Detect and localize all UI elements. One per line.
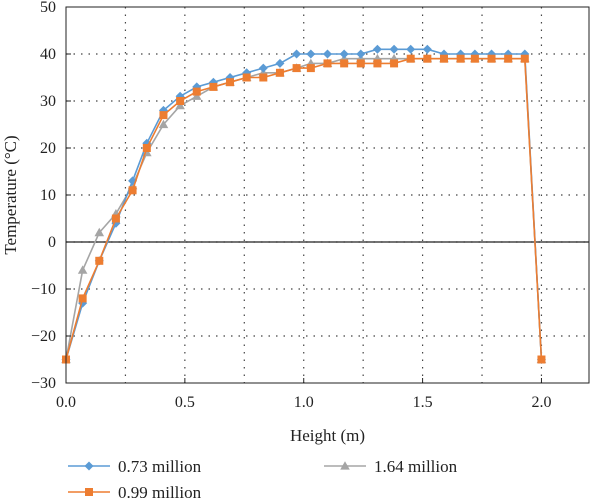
legend-item: 0.99 million bbox=[68, 483, 202, 501]
series-marker-square bbox=[292, 64, 301, 73]
series-marker-triangle bbox=[158, 119, 169, 129]
series-marker-diamond bbox=[275, 58, 285, 68]
series-marker-square bbox=[85, 488, 93, 496]
series-marker-square bbox=[537, 355, 546, 364]
y-tick-label: −20 bbox=[31, 328, 56, 345]
x-axis-title: Height (m) bbox=[290, 426, 365, 445]
series-marker-square bbox=[142, 144, 151, 152]
x-tick-label: 0.5 bbox=[175, 394, 195, 411]
series-layer bbox=[61, 44, 547, 364]
series-marker-diamond bbox=[323, 49, 332, 59]
series-marker-square bbox=[423, 54, 432, 63]
series-line bbox=[65, 57, 543, 360]
y-tick-label: 50 bbox=[40, 0, 56, 16]
series-line bbox=[65, 57, 543, 360]
series-marker-diamond bbox=[422, 44, 432, 54]
y-axis-title: Temperature (°C) bbox=[1, 135, 20, 254]
legend-item: 0.73 million bbox=[68, 457, 202, 476]
legend-item: 1.64 million bbox=[324, 457, 458, 476]
series-marker-square bbox=[209, 82, 218, 91]
series-1-64-million bbox=[61, 53, 547, 364]
grid-layer bbox=[66, 7, 589, 383]
series-marker-diamond bbox=[389, 44, 399, 54]
series-marker-triangle bbox=[94, 227, 105, 237]
y-tick-label: 40 bbox=[40, 46, 56, 63]
y-tick-label: −10 bbox=[31, 281, 56, 298]
series-line bbox=[65, 48, 543, 360]
series-marker-square bbox=[406, 54, 415, 63]
series-marker-square bbox=[390, 59, 399, 68]
series-marker-square bbox=[128, 186, 137, 195]
series-marker-square bbox=[192, 87, 201, 96]
series-marker-square bbox=[275, 68, 284, 77]
series-marker-square bbox=[470, 54, 479, 63]
series-marker-square bbox=[159, 111, 168, 120]
series-marker-square bbox=[356, 59, 365, 68]
series-marker-triangle bbox=[175, 100, 185, 110]
series-marker-diamond bbox=[356, 49, 366, 59]
series-marker-diamond bbox=[292, 49, 302, 59]
y-tick-label: 0 bbox=[48, 234, 56, 251]
tick-layer: 50 40 30 20 10 0 −10 −20 −300.0 0.5 1.0 1.5 2.0 bbox=[31, 0, 551, 411]
x-tick-label: 0.0 bbox=[56, 394, 76, 411]
x-tick-label: 1.5 bbox=[413, 394, 433, 411]
series-marker-diamond bbox=[306, 49, 316, 59]
series-marker-square bbox=[456, 54, 465, 63]
series-marker-diamond bbox=[406, 44, 416, 54]
series-marker-square bbox=[242, 73, 251, 82]
series-0-99-million bbox=[62, 54, 546, 364]
series-marker-triangle bbox=[191, 91, 202, 100]
series-marker-square bbox=[95, 256, 104, 265]
series-marker-square bbox=[520, 54, 529, 63]
series-marker-square bbox=[487, 54, 496, 63]
series-marker-square bbox=[323, 59, 332, 68]
series-0-73-million bbox=[61, 44, 546, 364]
series-marker-square bbox=[226, 78, 235, 87]
legend: 0.73 million 1.64 million 0.99 million bbox=[68, 457, 458, 501]
legend-label: 0.99 million bbox=[118, 483, 202, 501]
series-marker-triangle bbox=[77, 265, 88, 274]
series-marker-square bbox=[259, 73, 268, 82]
y-tick-label: 10 bbox=[40, 187, 56, 204]
y-tick-label: −30 bbox=[31, 375, 56, 392]
series-marker-square bbox=[439, 54, 448, 63]
y-tick-label: 30 bbox=[40, 93, 56, 110]
legend-label: 1.64 million bbox=[374, 457, 458, 476]
x-tick-label: 2.0 bbox=[531, 394, 551, 411]
series-marker-square bbox=[504, 54, 513, 63]
y-tick-label: 20 bbox=[40, 140, 56, 157]
series-marker-square bbox=[306, 64, 315, 73]
series-marker-diamond bbox=[372, 44, 382, 54]
series-marker-diamond bbox=[258, 63, 268, 73]
series-marker-diamond bbox=[84, 461, 94, 471]
legend-label: 0.73 million bbox=[118, 457, 202, 476]
x-tick-label: 1.0 bbox=[294, 394, 314, 411]
series-marker-diamond bbox=[339, 49, 349, 59]
series-marker-square bbox=[78, 294, 87, 303]
series-marker-square bbox=[176, 97, 185, 105]
series-marker-square bbox=[111, 214, 120, 223]
series-marker-triangle bbox=[340, 461, 350, 470]
series-marker-square bbox=[340, 59, 349, 68]
series-marker-square bbox=[373, 59, 382, 68]
